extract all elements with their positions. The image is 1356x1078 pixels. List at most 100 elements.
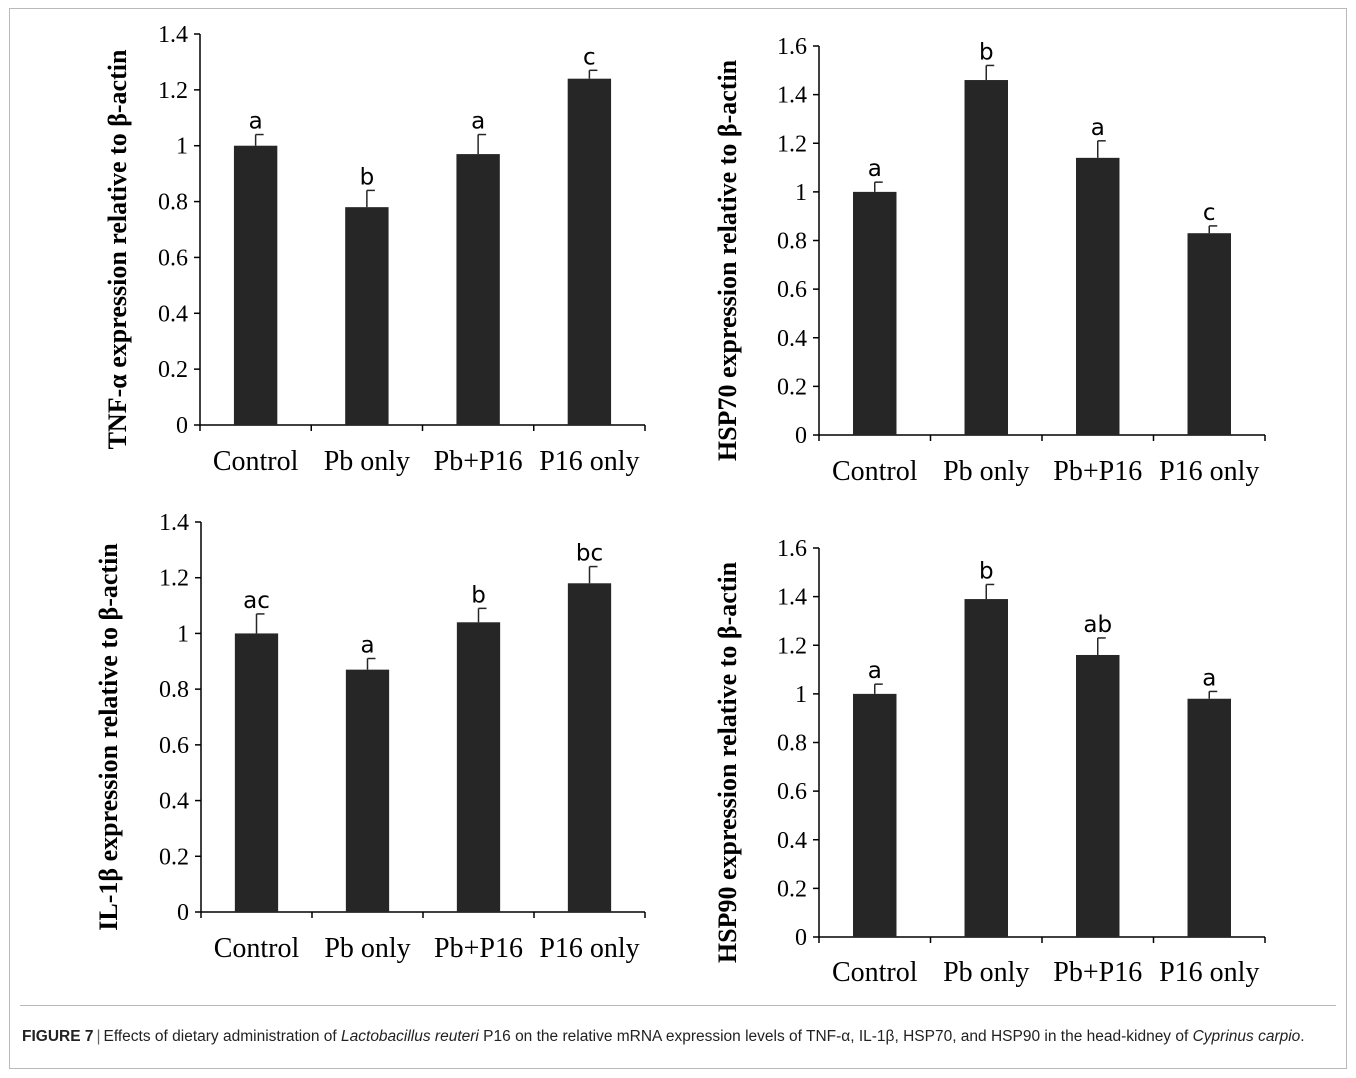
significance-letter: b [979,558,994,584]
y-tick-label: 1.2 [777,633,807,659]
category-label: Control [213,446,299,477]
y-tick-label: 0.2 [158,357,188,383]
category-label: Control [832,957,918,988]
bar [1188,699,1231,937]
bar [965,80,1008,435]
category-label: P16 only [539,446,639,477]
category-label: Pb only [324,446,410,477]
significance-letter: ac [243,588,270,614]
caption-separator: | [96,1028,100,1045]
category-label: Control [214,933,300,964]
y-tick-label: 0.2 [159,844,189,870]
caption-text-2: P16 on the relative mRNA expression leve… [479,1028,1193,1045]
chart-panel-hsp70: 0 0.2 0.4 0.6 0.8 1 1.2 1.4 1.6 a Control b Pb only a… [712,30,1277,500]
y-tick-label: 0 [177,900,189,926]
caption-text-3: . [1300,1028,1304,1045]
y-tick-label: 0.4 [159,789,189,815]
significance-letter: a [868,156,882,182]
category-label: P16 only [1159,957,1259,988]
bar [1076,158,1119,435]
y-tick-label: 1.2 [158,78,188,104]
bar [457,622,500,912]
y-tick-label: 1.2 [159,566,189,592]
il-1beta-chart: 0 0.2 0.4 0.6 0.8 1 1.2 1.4 ac Control a Pb only b Pb… [95,508,660,978]
y-tick-label: 0 [176,413,188,439]
figure-caption: FIGURE 7 | Effects of dietary administrati… [22,1026,1322,1047]
bar [1188,233,1231,435]
y-tick-label: 0.4 [158,301,188,327]
bar [1076,655,1119,937]
y-tick-label: 0.6 [158,245,188,271]
y-tick-label: 0.2 [777,374,807,400]
category-label: Pb only [943,957,1029,988]
bar [456,154,499,425]
y-tick-label: 0.8 [158,190,188,216]
caption-species-1: Lactobacillus reuteri [341,1028,479,1045]
caption-divider [20,1005,1336,1006]
chart-panel-tnf-alpha: 0 0.2 0.4 0.6 0.8 1 1.2 1.4 a Control b Pb only a Pb+… [100,20,660,505]
bar [568,583,611,912]
category-label: Pb+P16 [434,446,523,477]
y-tick-label: 1.4 [158,22,188,48]
significance-letter: a [249,109,263,135]
significance-letter: a [1091,115,1105,141]
tnf-alpha-chart: 0 0.2 0.4 0.6 0.8 1 1.2 1.4 a Control b Pb only a Pb+… [100,20,660,505]
y-tick-label: 1 [176,134,188,160]
chart-panel-il-1beta: 0 0.2 0.4 0.6 0.8 1 1.2 1.4 ac Control a Pb only b Pb… [95,508,660,978]
caption-label: FIGURE 7 [22,1028,93,1045]
y-tick-label: 1.6 [777,536,807,562]
category-label: Pb only [943,456,1029,487]
caption-text-1: Effects of dietary administration of [104,1028,342,1045]
hsp90-chart: 0 0.2 0.4 0.6 0.8 1 1.2 1.4 1.6 a Control b Pb only a… [712,535,1277,995]
y-tick-label: 0.2 [777,876,807,902]
y-tick-label: 0.8 [777,229,807,255]
y-axis-title: HSP70 expression relative to β-actin [713,59,742,461]
significance-letter: a [471,109,485,135]
y-tick-label: 0.4 [777,326,807,352]
y-axis-title: IL-1β expression relative to β-actin [94,543,123,931]
bar [235,633,278,912]
y-tick-label: 1 [795,180,807,206]
significance-letter: a [360,633,374,659]
significance-letter: c [583,44,596,70]
significance-letter: b [471,582,486,608]
y-tick-label: 1 [177,621,189,647]
significance-letter: a [868,658,882,684]
significance-letter: c [1203,200,1216,226]
y-axis-title: TNF-α expression relative to β-actin [103,49,132,449]
y-tick-label: 0 [795,925,807,951]
chart-panel-hsp90: 0 0.2 0.4 0.6 0.8 1 1.2 1.4 1.6 a Control b Pb only a… [712,535,1277,995]
y-tick-label: 0.8 [777,731,807,757]
bar [345,207,388,425]
bar [568,79,611,425]
y-tick-label: 1.6 [777,34,807,60]
bar [853,694,896,937]
y-tick-label: 0.6 [777,779,807,805]
category-label: Control [832,456,918,487]
significance-letter: ab [1083,612,1112,638]
y-tick-label: 1.4 [159,510,189,536]
significance-letter: b [979,39,994,65]
hsp70-chart: 0 0.2 0.4 0.6 0.8 1 1.2 1.4 1.6 a Control b Pb only a… [712,30,1277,500]
category-label: P16 only [539,933,639,964]
category-label: P16 only [1159,456,1259,487]
bar [346,670,389,912]
y-tick-label: 1.4 [777,83,807,109]
y-tick-label: 0.8 [159,677,189,703]
y-tick-label: 1.4 [777,585,807,611]
significance-letter: bc [576,541,603,567]
y-tick-label: 1 [795,682,807,708]
caption-species-2: Cyprinus carpio [1193,1028,1301,1045]
category-label: Pb+P16 [434,933,523,964]
y-tick-label: 0.6 [777,277,807,303]
y-tick-label: 0.4 [777,828,807,854]
bar [965,599,1008,937]
bar [853,192,896,435]
y-axis-title: HSP90 expression relative to β-actin [713,561,742,963]
y-tick-label: 0 [795,423,807,449]
category-label: Pb only [324,933,410,964]
y-tick-label: 1.2 [777,131,807,157]
significance-letter: a [1202,665,1216,691]
category-label: Pb+P16 [1053,957,1142,988]
significance-letter: b [360,164,375,190]
